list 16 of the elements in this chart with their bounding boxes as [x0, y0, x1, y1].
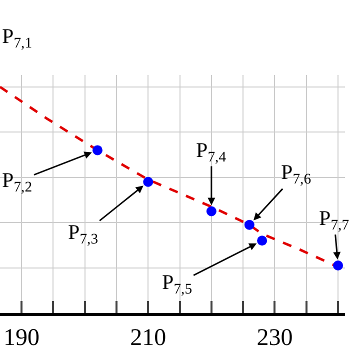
annotation: P$_{7,7}$	[319, 206, 350, 234]
annotation: P$_{7,3}$	[68, 220, 98, 248]
annotation: P$_{7,6}$	[281, 160, 312, 188]
x-tick-label: 230	[256, 324, 293, 351]
point	[333, 260, 344, 271]
x-tick-label: 210	[130, 324, 166, 351]
annotation: P$_{7,2}$	[2, 168, 32, 196]
point	[143, 176, 154, 187]
point	[92, 145, 102, 156]
point	[206, 206, 216, 216]
point	[244, 220, 254, 230]
point	[257, 236, 268, 246]
annotation: P$_{7,5}$	[162, 270, 192, 298]
x-tick-label: 190	[4, 324, 40, 351]
text: P$_{7,1}$	[2, 24, 32, 52]
annotation: P$_{7,4}$	[196, 138, 227, 166]
